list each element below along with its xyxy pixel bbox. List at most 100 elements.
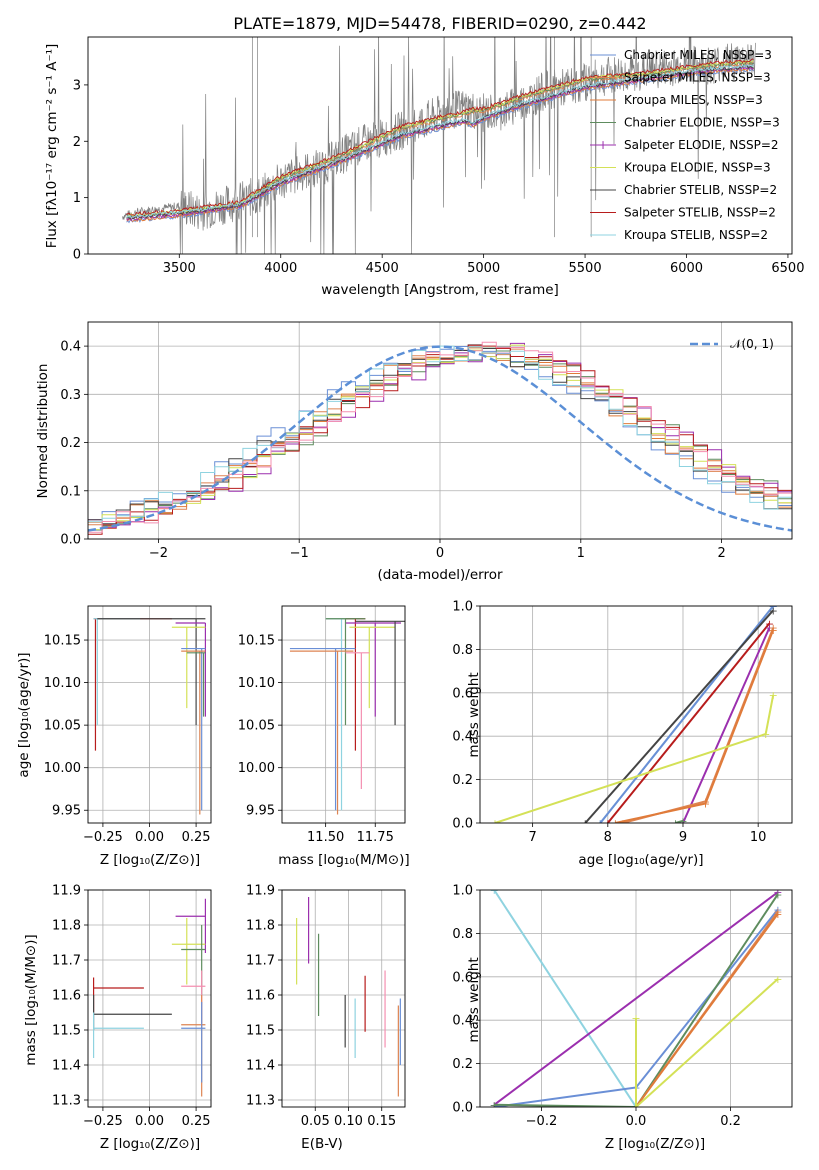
x-tick-label: −0.25 (83, 830, 123, 845)
mass-weight-point: + (765, 622, 774, 635)
observed-spectrum-line (122, 37, 756, 254)
x-tick-label: 6500 (771, 261, 804, 276)
y-tick-label: 0.0 (452, 817, 473, 832)
legend-label: Salpeter ELODIE, NSSP=2 (624, 138, 779, 152)
legend-marker: + (598, 138, 608, 152)
x-tick-label: 0.25 (182, 1114, 211, 1129)
legend-label: Kroupa MILES, NSSP=3 (624, 93, 763, 107)
plot-area (289, 618, 405, 815)
panel-6: −0.25 0.00 0.25 11.3 11.4 11.5 11.6 11.7 11.8 11.… (52, 884, 212, 1129)
y-tick-label: 0.0 (60, 533, 81, 548)
panel-4: 11.50 11.75 9.95 10.00 10.05 10.10 10.15 (238, 605, 406, 845)
x-tick-label: 3500 (163, 261, 196, 276)
y-tick-label: 0.0 (452, 1101, 473, 1116)
y-tick-label: 11.7 (52, 954, 81, 969)
plot-area: ++++++++ ++++++++++ (490, 884, 782, 1114)
axes-frame (281, 605, 406, 824)
mass-weight-point: + (773, 906, 782, 919)
x-tick-label: −1 (290, 546, 309, 561)
y-tick-label: 11.7 (246, 954, 275, 969)
y-tick-label: 11.8 (246, 919, 275, 934)
mass-weight-line (635, 978, 779, 1107)
y-tick-label: 11.9 (52, 884, 81, 899)
y-tick-label: 0.2 (60, 436, 81, 451)
legend-label: Kroupa STELIB, NSSP=2 (624, 228, 768, 242)
y-tick-label: 11.8 (52, 919, 81, 934)
axes-frame (87, 889, 212, 1108)
y-tick-label: 10.15 (44, 634, 81, 649)
y-tick-label: 0.8 (452, 927, 473, 942)
mass-weight-point: + (611, 817, 620, 830)
mass-weight-point: + (631, 1101, 640, 1114)
plot-area (296, 897, 401, 1097)
panel-7: 0.05 0.10 0.15 11.3 11.4 11.5 11.6 11.7 11.8 11.9 (246, 884, 406, 1129)
x-tick-label: 11.75 (357, 830, 394, 845)
y-tick-label: 10.05 (238, 719, 275, 734)
y-tick-label: 10.15 (238, 634, 275, 649)
panel8-xlabel: Z [log₁₀(Z/Z⊙)] (605, 1136, 705, 1152)
mass-weight-line (493, 890, 637, 1107)
axes-frame (87, 605, 212, 824)
panel5-xlabel: age [log₁₀(age/yr)] (578, 852, 703, 868)
y-tick-label: 11.4 (52, 1059, 81, 1074)
y-tick-label: 11.6 (52, 989, 81, 1004)
y-tick-label: 10.00 (44, 761, 81, 776)
plot-area (88, 341, 792, 535)
y-tick-label: 0.6 (452, 970, 473, 985)
x-tick-label: 0.2 (720, 1114, 741, 1129)
mass-weight-point: + (490, 1099, 499, 1112)
mass-weight-point: + (769, 624, 778, 637)
x-tick-label: −2 (149, 546, 168, 561)
y-tick-label: 10.10 (44, 676, 81, 691)
x-tick-label: 2 (717, 546, 725, 561)
x-tick-label: 0.10 (334, 1114, 363, 1129)
x-tick-label: −0.2 (526, 1114, 558, 1129)
x-tick-label: 8 (604, 830, 612, 845)
x-tick-label: 0.00 (135, 1114, 164, 1129)
mass-weight-point: + (769, 600, 778, 613)
y-tick-label: 11.3 (246, 1094, 275, 1109)
axes-frame (87, 321, 793, 540)
x-tick-label: 10 (750, 830, 767, 845)
mass-weight-line (607, 622, 771, 823)
x-tick-label: 5000 (467, 261, 500, 276)
y-tick-label: 11.4 (246, 1059, 275, 1074)
y-tick-label: 1.0 (452, 884, 473, 899)
mass-weight-point: + (596, 817, 605, 830)
y-tick-label: 0.4 (452, 730, 473, 745)
mass-weight-point: + (618, 817, 627, 830)
panel2-xlabel: (data-model)/error (377, 567, 503, 583)
panel-1: 3500 4000 4500 5000 5500 6000 6500 0 1 2 3 Chabrier… (73, 36, 804, 276)
mass-weight-point: + (769, 600, 778, 613)
panel2-ylabel: Normed distribution (35, 364, 51, 499)
mass-weight-line (615, 629, 775, 823)
y-tick-label: 0.1 (60, 484, 81, 499)
mass-weight-point: + (490, 884, 499, 897)
y-tick-label: 0.4 (60, 340, 81, 355)
model-spectrum-line (126, 60, 754, 220)
panel-5: 7 8 9 100.00.20.40.60.81.0+++++++++++++++++… (452, 600, 793, 845)
mass-weight-point: + (765, 617, 774, 630)
y-tick-label: 0.3 (60, 388, 81, 403)
y-tick-label: 0.4 (452, 1014, 473, 1029)
x-tick-label: 0.00 (135, 830, 164, 845)
y-tick-label: 11.5 (52, 1024, 81, 1039)
plot-area: +++++++++++++++++++++ (490, 600, 778, 830)
mass-weight-point: + (490, 1099, 499, 1112)
y-tick-label: 10.05 (44, 719, 81, 734)
panel1-xlabel: wavelength [Angstrom, rest frame] (321, 282, 559, 298)
mass-weight-line (622, 627, 775, 823)
residual-histogram (88, 344, 792, 525)
axes-frame (87, 36, 793, 255)
panel-8: −0.2 0.0 0.20.00.20.40.60.81.0 ++++++++ ++++… (452, 884, 793, 1129)
y-tick-label: 1 (73, 191, 81, 206)
y-tick-label: 0.6 (452, 686, 473, 701)
residual-histogram (88, 342, 792, 529)
panel3-ylabel: age [log₁₀(age/yr)] (16, 652, 32, 777)
y-tick-label: 2 (73, 135, 81, 150)
normal-curve (88, 345, 792, 532)
y-tick-label: 11.6 (246, 989, 275, 1004)
mass-weight-line (493, 891, 779, 1106)
mass-weight-line (682, 627, 771, 823)
